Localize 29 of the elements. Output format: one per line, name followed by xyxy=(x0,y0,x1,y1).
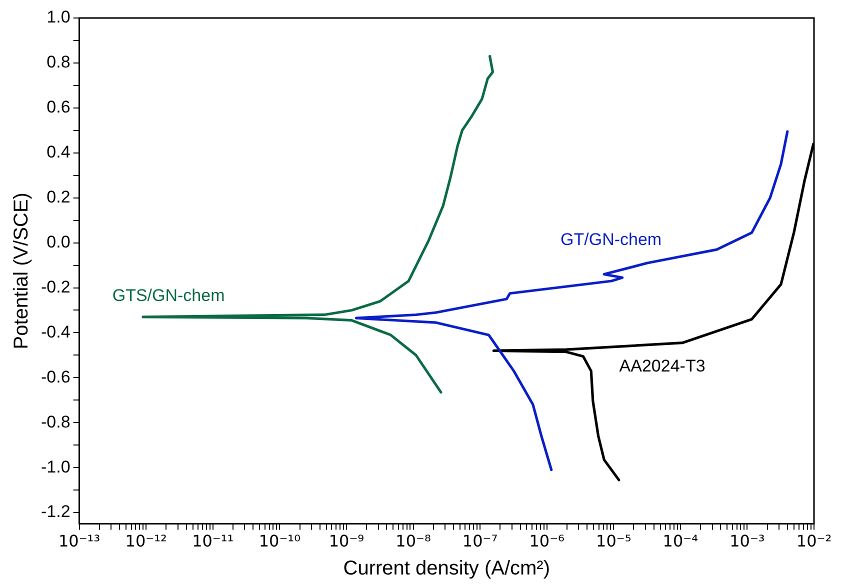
x-tick-label: 10⁻¹³ xyxy=(58,532,100,551)
y-axis-title: Potential (V/SCE) xyxy=(10,192,33,350)
y-tick-label: 0.4 xyxy=(46,142,70,162)
y-tick-label: 1.0 xyxy=(46,8,70,27)
y-tick-label: 0.6 xyxy=(46,98,70,117)
y-tick-label: -1.0 xyxy=(40,457,70,476)
y-tick-label: -0.8 xyxy=(40,412,70,432)
x-axis-title: Current density (A/cm²) xyxy=(343,558,550,580)
x-tick-label: 10⁻¹² xyxy=(125,532,167,551)
y-tick-label: -0.6 xyxy=(40,367,70,386)
y-tick-label: -1.2 xyxy=(40,502,70,522)
x-tick-label: 10⁻⁹ xyxy=(328,532,364,551)
y-tick-label: 0.8 xyxy=(46,52,70,72)
x-tick-label: 10⁻⁷ xyxy=(462,532,498,551)
x-tick-label: 10⁻¹¹ xyxy=(192,532,234,551)
series-label: GTS/GN-chem xyxy=(112,286,225,305)
x-tick-label: 10⁻⁴ xyxy=(662,532,698,551)
series-label: AA2024-T3 xyxy=(619,356,706,376)
x-tick-label: 10⁻¹⁰ xyxy=(258,532,300,551)
series-label: GT/GN-chem xyxy=(560,230,662,250)
x-tick-label: 10⁻⁶ xyxy=(529,532,564,551)
x-tick-label: 10⁻⁵ xyxy=(596,532,632,551)
y-tick-label: -0.4 xyxy=(40,322,70,342)
y-tick-label: -0.2 xyxy=(40,277,70,296)
x-tick-label: 10⁻³ xyxy=(730,532,765,551)
y-tick-label: 0.2 xyxy=(46,188,70,207)
y-tick-label: 0.0 xyxy=(46,232,70,252)
x-tick-label: 10⁻⁸ xyxy=(396,532,431,551)
x-tick-label: 10⁻² xyxy=(796,532,832,551)
